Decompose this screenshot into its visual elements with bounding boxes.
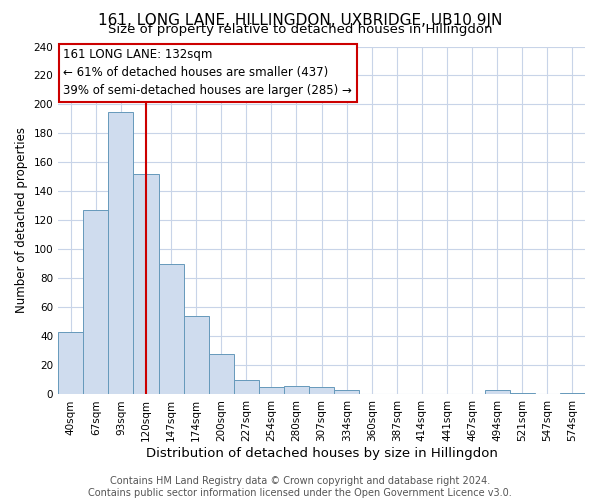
Bar [259,387,284,394]
X-axis label: Distribution of detached houses by size in Hillingdon: Distribution of detached houses by size … [146,447,497,460]
Bar [309,387,334,394]
Y-axis label: Number of detached properties: Number of detached properties [15,128,28,314]
Bar [560,393,585,394]
Bar [58,332,83,394]
Bar [209,354,234,395]
Bar [83,210,109,394]
Bar [133,174,158,394]
Text: 161 LONG LANE: 132sqm
← 61% of detached houses are smaller (437)
39% of semi-det: 161 LONG LANE: 132sqm ← 61% of detached … [64,48,352,97]
Text: Size of property relative to detached houses in Hillingdon: Size of property relative to detached ho… [108,22,492,36]
Bar [109,112,133,395]
Text: Contains HM Land Registry data © Crown copyright and database right 2024.
Contai: Contains HM Land Registry data © Crown c… [88,476,512,498]
Bar [184,316,209,394]
Text: 161, LONG LANE, HILLINGDON, UXBRIDGE, UB10 9JN: 161, LONG LANE, HILLINGDON, UXBRIDGE, UB… [98,12,502,28]
Bar [284,386,309,394]
Bar [485,390,510,394]
Bar [334,390,359,394]
Bar [158,264,184,394]
Bar [510,393,535,394]
Bar [234,380,259,394]
